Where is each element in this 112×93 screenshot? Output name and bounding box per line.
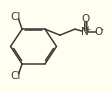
Text: Cl: Cl <box>10 71 21 81</box>
Text: +: + <box>84 25 90 34</box>
Text: -: - <box>100 25 102 34</box>
Text: O: O <box>81 14 89 24</box>
Text: N: N <box>81 27 88 37</box>
Text: Cl: Cl <box>10 12 21 22</box>
Text: O: O <box>94 27 102 37</box>
